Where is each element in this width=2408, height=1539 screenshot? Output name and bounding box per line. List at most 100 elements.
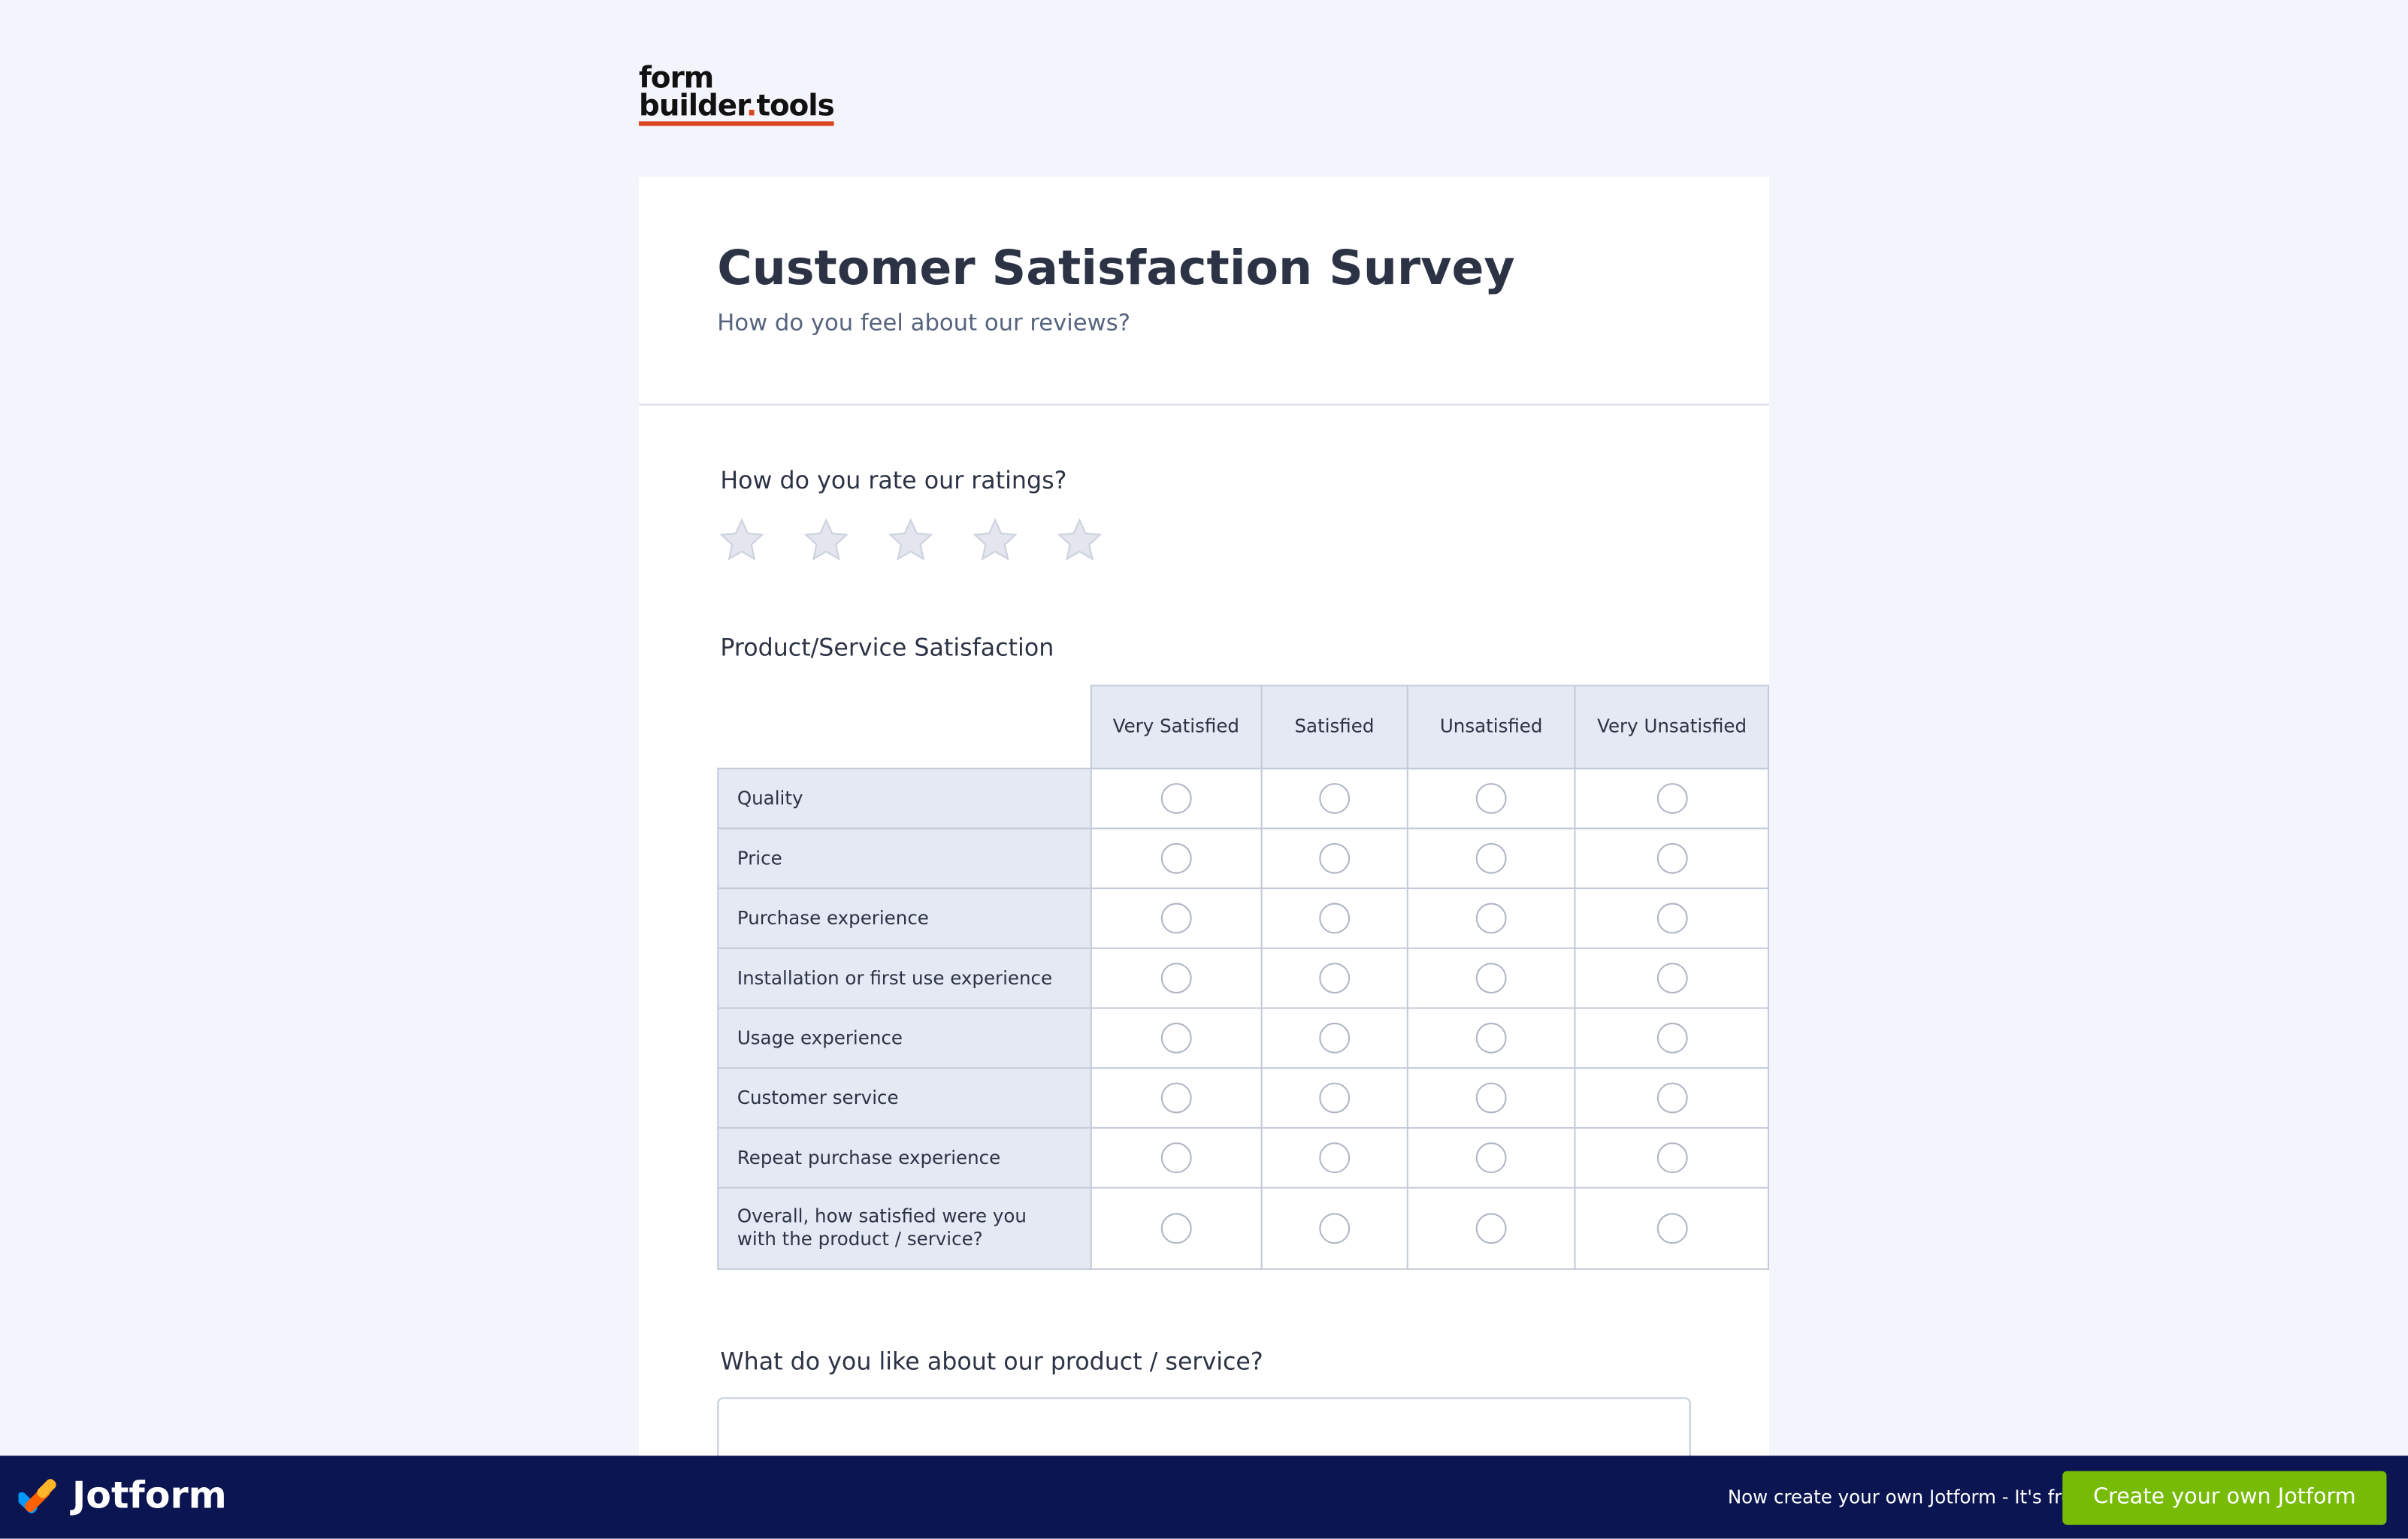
radio[interactable] [1318,903,1350,934]
row-label: Price [717,827,1091,890]
matrix-cell [1260,947,1408,1009]
matrix-cell [1575,947,1769,1009]
matrix-cell [1260,887,1408,949]
matrix-cell [1406,1007,1577,1069]
matrix-cell [1575,887,1769,949]
radio[interactable] [1160,842,1192,874]
form-header: Customer Satisfaction Survey How do you … [639,177,1769,406]
logo-line2: builder.tools [639,89,835,126]
matrix-row: Repeat purchase experience [717,1126,1769,1189]
radio[interactable] [1656,1082,1687,1114]
matrix-cell [1260,1187,1408,1270]
corner [718,685,1091,770]
radio[interactable] [1160,903,1192,934]
form-subtitle: How do you feel about our reviews? [717,308,1130,337]
radio[interactable] [1475,1213,1507,1244]
matrix-cell [1406,947,1577,1009]
question-label: What do you like about our product / ser… [720,1348,1263,1376]
logo-dot: . [746,89,758,123]
radio[interactable] [1475,1082,1507,1114]
matrix-row: Quality [717,767,1769,830]
radio[interactable] [1656,842,1687,874]
radio[interactable] [1160,1082,1192,1114]
radio[interactable] [1656,1022,1687,1054]
matrix-cell [1089,827,1263,890]
cta-button[interactable]: Create your own Jotform [2062,1471,2387,1525]
matrix-row: Usage experience [717,1007,1769,1069]
radio[interactable] [1318,783,1350,815]
footer-bar: Jotform Now create your own Jotform - It… [0,1456,2408,1539]
radio[interactable] [1656,963,1687,994]
radio[interactable] [1318,1022,1350,1054]
matrix-cell [1089,947,1263,1009]
matrix-cell [1406,1067,1577,1129]
row-label: Repeat purchase experience [717,1126,1091,1189]
matrix-row: Installation or first use experience [717,947,1769,1009]
matrix-cell [1089,1067,1263,1129]
star[interactable] [970,516,1019,565]
matrix-row: Customer service [717,1067,1769,1129]
radio[interactable] [1318,842,1350,874]
radio[interactable] [1318,1213,1350,1244]
radio[interactable] [1475,963,1507,994]
star-rating [717,516,1139,572]
matrix-cell [1575,767,1769,830]
logo-text: tools [756,89,834,123]
column-header: Very Unsatisfied [1575,685,1769,770]
radio[interactable] [1475,783,1507,815]
star[interactable] [886,516,935,565]
row-label: Quality [717,767,1091,830]
radio[interactable] [1160,1142,1192,1174]
matrix-cell [1260,1067,1408,1129]
logo-text: builder [639,89,747,123]
question-label: How do you rate our ratings? [720,467,1067,494]
radio[interactable] [1318,963,1350,994]
radio[interactable] [1656,1142,1687,1174]
matrix-cell [1406,827,1577,890]
radio[interactable] [1475,1022,1507,1054]
matrix-header: Very Satisfied Satisfied Unsatisfied Very U… [718,685,1769,770]
matrix-cell [1089,1126,1263,1189]
star[interactable] [1055,516,1104,565]
matrix-row: Overall, how satisfied were you with the… [717,1187,1769,1270]
radio[interactable] [1160,1022,1192,1054]
matrix-cell [1089,887,1263,949]
matrix-cell [1089,1007,1263,1069]
radio[interactable] [1656,903,1687,934]
matrix-cell [1406,887,1577,949]
matrix-cell [1260,767,1408,830]
row-label: Overall, how satisfied were you with the… [717,1187,1091,1270]
column-header: Unsatisfied [1406,685,1577,770]
logo-line1: form [639,61,714,95]
star[interactable] [717,516,766,565]
radio[interactable] [1318,1082,1350,1114]
matrix-cell [1575,827,1769,890]
matrix-cell [1260,827,1408,890]
matrix-cell [1406,767,1577,830]
radio[interactable] [1475,1142,1507,1174]
matrix-cell [1575,1067,1769,1129]
column-header: Satisfied [1260,685,1408,770]
matrix-cell [1260,1126,1408,1189]
brand-icon [18,1479,56,1513]
matrix-cell [1406,1187,1577,1270]
brand-name: Jotform [72,1474,227,1517]
radio[interactable] [1656,783,1687,815]
row-label: Installation or first use experience [717,947,1091,1009]
radio[interactable] [1475,903,1507,934]
row-label: Customer service [717,1067,1091,1129]
radio[interactable] [1656,1213,1687,1244]
matrix-cell [1089,1187,1263,1270]
radio[interactable] [1160,1213,1192,1244]
matrix-cell [1089,767,1263,830]
radio[interactable] [1475,842,1507,874]
radio[interactable] [1160,963,1192,994]
row-label: Usage experience [717,1007,1091,1069]
radio[interactable] [1318,1142,1350,1174]
radio[interactable] [1160,783,1192,815]
matrix-row: Price [717,827,1769,890]
star[interactable] [802,516,851,565]
matrix: Very Satisfied Satisfied Unsatisfied Very U… [717,685,1769,1270]
